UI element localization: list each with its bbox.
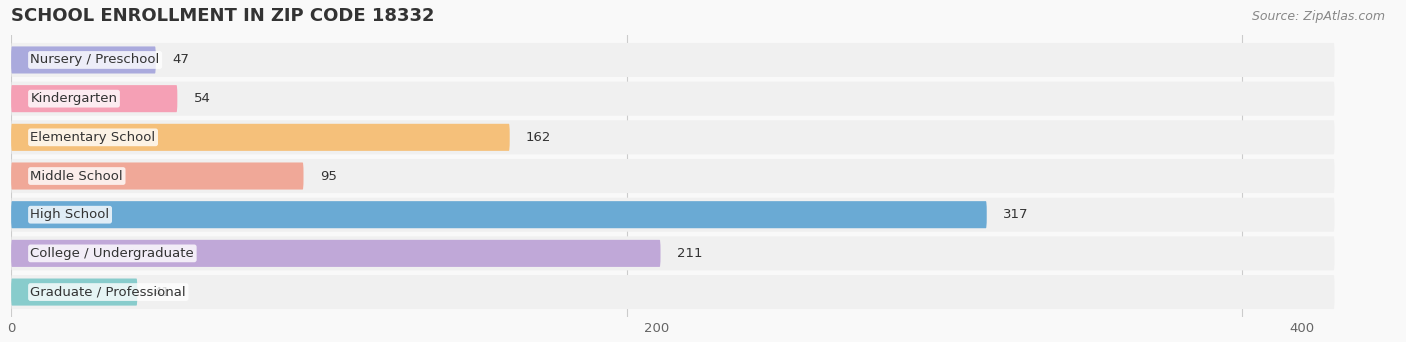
Text: Kindergarten: Kindergarten [31, 92, 118, 105]
FancyBboxPatch shape [11, 159, 1334, 193]
FancyBboxPatch shape [11, 85, 177, 112]
Text: Graduate / Professional: Graduate / Professional [31, 286, 186, 299]
FancyBboxPatch shape [11, 43, 1334, 77]
FancyBboxPatch shape [11, 47, 156, 74]
FancyBboxPatch shape [11, 275, 1334, 309]
Text: High School: High School [31, 208, 110, 221]
FancyBboxPatch shape [11, 82, 1334, 116]
Text: College / Undergraduate: College / Undergraduate [31, 247, 194, 260]
Text: 41: 41 [153, 286, 170, 299]
Text: Elementary School: Elementary School [31, 131, 156, 144]
Text: 95: 95 [319, 170, 336, 183]
Text: SCHOOL ENROLLMENT IN ZIP CODE 18332: SCHOOL ENROLLMENT IN ZIP CODE 18332 [11, 7, 434, 25]
Text: Source: ZipAtlas.com: Source: ZipAtlas.com [1251, 10, 1385, 23]
FancyBboxPatch shape [11, 198, 1334, 232]
FancyBboxPatch shape [11, 236, 1334, 271]
Text: 317: 317 [1002, 208, 1028, 221]
FancyBboxPatch shape [11, 162, 304, 189]
FancyBboxPatch shape [11, 278, 138, 306]
FancyBboxPatch shape [11, 240, 661, 267]
Text: 162: 162 [526, 131, 551, 144]
FancyBboxPatch shape [11, 120, 1334, 154]
FancyBboxPatch shape [11, 124, 510, 151]
Text: 47: 47 [172, 53, 188, 66]
Text: Nursery / Preschool: Nursery / Preschool [31, 53, 160, 66]
Text: Middle School: Middle School [31, 170, 124, 183]
FancyBboxPatch shape [11, 201, 987, 228]
Text: 54: 54 [194, 92, 211, 105]
Text: 211: 211 [676, 247, 702, 260]
